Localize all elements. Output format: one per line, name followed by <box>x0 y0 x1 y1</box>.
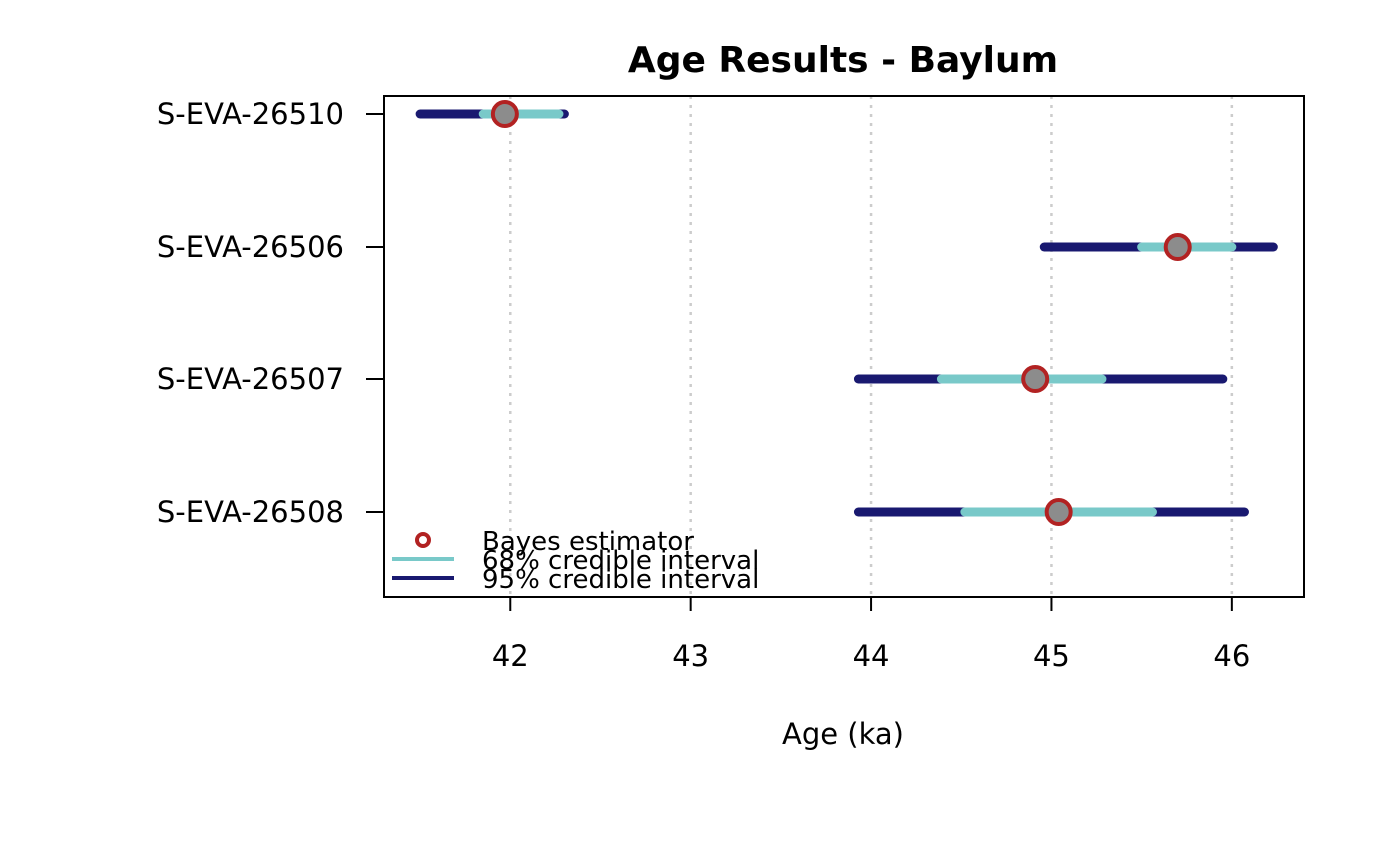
interval-marks <box>415 100 1278 526</box>
sample-label: S-EVA-26508 <box>157 495 344 529</box>
chart-title: Age Results - Baylum <box>628 40 1058 81</box>
legend-estimator-symbol <box>415 532 431 548</box>
x-tick-label: 43 <box>672 639 709 673</box>
bayes-estimator-point <box>1044 498 1073 526</box>
bayes-estimator-point <box>490 100 519 128</box>
x-axis: 42 43 44 45 46 <box>492 596 1250 673</box>
x-tick-label: 45 <box>1033 639 1070 673</box>
legend-label: 95% credible interval <box>482 565 759 595</box>
plot-frame <box>383 95 1305 598</box>
sample-label: S-EVA-26507 <box>157 362 344 396</box>
sample-label: S-EVA-26506 <box>157 230 344 264</box>
bayes-estimator-point <box>1163 233 1192 261</box>
grid-lines <box>509 96 1234 597</box>
bayes-estimator-point <box>1021 365 1050 393</box>
x-tick-label: 46 <box>1213 639 1250 673</box>
x-axis-label: Age (ka) <box>782 717 904 751</box>
x-tick-label: 44 <box>853 639 890 673</box>
sample-label: S-EVA-26510 <box>157 97 344 131</box>
y-axis: S-EVA-26510 S-EVA-26506 S-EVA-26507 S-EVA-2… <box>157 97 384 529</box>
x-tick-label: 42 <box>492 639 529 673</box>
legend-label: Bayes estimator <box>482 527 694 557</box>
legend-label: 68% credible interval <box>482 546 759 576</box>
